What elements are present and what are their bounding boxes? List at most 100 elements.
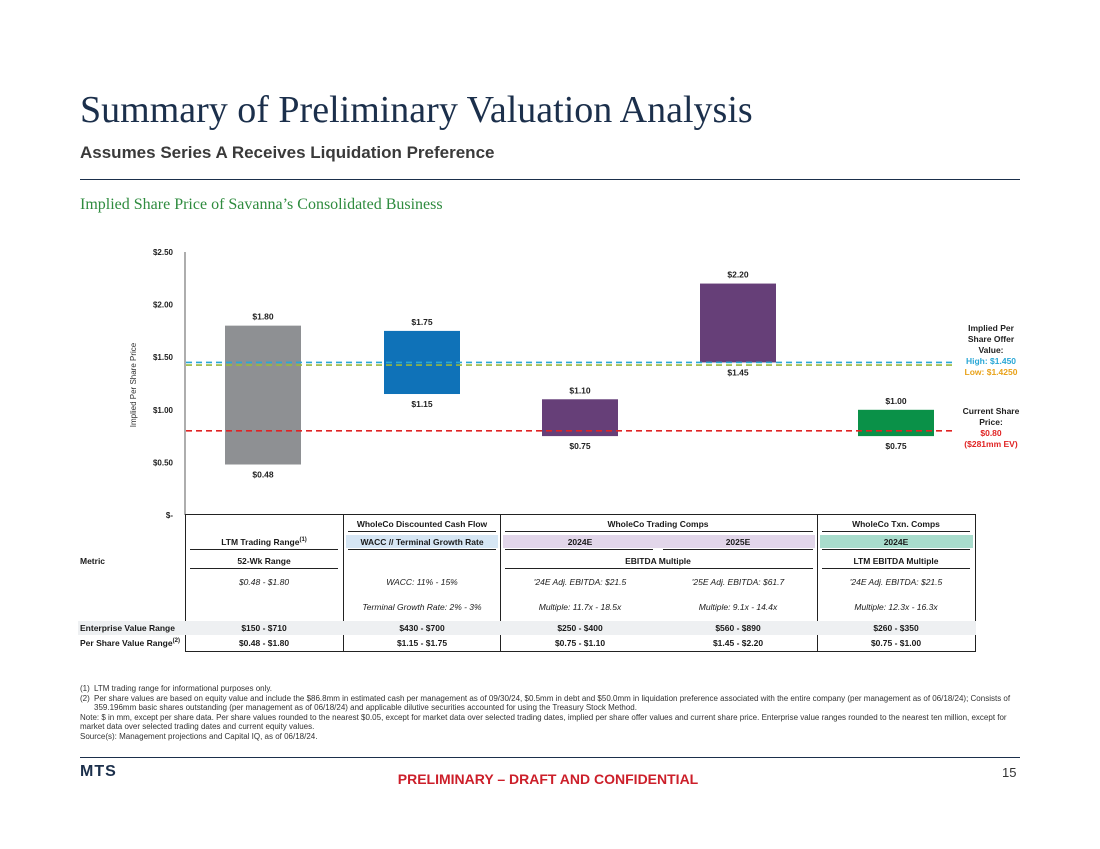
offer-low-value: Low: $1.4250: [964, 367, 1018, 377]
footer-divider: [80, 757, 1020, 758]
range-bar: [700, 283, 776, 363]
metric-trading: EBITDA Multiple: [625, 556, 691, 566]
reference-lines: [186, 361, 952, 432]
bar-high-label: $1.10: [569, 385, 591, 395]
metric-txn: LTM EBITDA Multiple: [853, 556, 939, 566]
y-tick-label: $0.50: [153, 458, 174, 467]
detail-2025-ebitda: '25E Adj. EBITDA: $61.7: [691, 577, 785, 587]
row-label-per-share: Per Share Value Range(2): [80, 638, 180, 648]
bar-group: [225, 283, 934, 465]
subheader-underline-ltm: [190, 549, 338, 550]
page-number: 15: [1002, 765, 1017, 780]
ev-ltm: $150 - $710: [241, 623, 287, 633]
subheader-2025e: 2025E: [725, 537, 751, 547]
bar-low-label: $0.75: [569, 441, 591, 451]
footnote-ref-2: (2): [172, 638, 180, 645]
y-tick-label: $2.50: [153, 248, 174, 257]
metric-underline-trading: [505, 568, 813, 569]
table-border-left: [185, 514, 186, 651]
y-tick-label: $1.00: [153, 406, 174, 415]
ev-txn: $260 - $350: [873, 623, 919, 633]
detail-dcf-wacc: WACC: 11% - 15%: [386, 577, 458, 587]
footnote-1: (1) LTM trading range for informational …: [80, 684, 273, 693]
detail-txn-multiple: Multiple: 12.3x - 16.3x: [854, 602, 938, 612]
detail-2024-ebitda: '24E Adj. EBITDA: $21.5: [533, 577, 627, 587]
subheader-underline-2025: [663, 549, 813, 550]
section-title: Implied Share Price of Savanna’s Consoli…: [80, 196, 443, 213]
offer-note-line2: Share Offer: [967, 334, 1015, 344]
subheader-underline-dcf: [348, 549, 496, 550]
footnote-2: (2) Per share values are based on equity…: [80, 693, 1011, 713]
y-tick-label: $-: [166, 511, 173, 520]
table-divider-3: [817, 514, 818, 651]
band-txn: [820, 535, 973, 548]
y-tick-label: $2.00: [153, 301, 174, 310]
y-tick-label: $1.50: [153, 353, 174, 362]
bar-labels: $1.80 $0.48 $1.75 $1.15 $1.10 $0.75 $2.20 $1.45…: [252, 270, 907, 480]
table-border-right: [975, 514, 976, 651]
detail-2025-multiple: Multiple: 9.1x - 14.4x: [698, 602, 778, 612]
bar-low-label: $1.15: [411, 399, 433, 409]
group-dcf: WholeCo Discounted Cash Flow: [356, 519, 488, 529]
footnote-note: Note: $ in mm, except per share data. Pe…: [80, 712, 1007, 732]
ps-dcf: $1.15 - $1.75: [396, 638, 448, 648]
ps-2025: $1.45 - $2.20: [712, 638, 764, 648]
company-logo: MTS: [80, 763, 117, 780]
group-trading-comps: WholeCo Trading Comps: [607, 519, 709, 529]
group-txn-comps: WholeCo Txn. Comps: [852, 519, 940, 529]
current-price-value: $0.80: [980, 428, 1002, 438]
ps-2024: $0.75 - $1.10: [554, 638, 606, 648]
band-trading: [503, 535, 815, 548]
bar-high-label: $1.00: [885, 396, 907, 406]
table-border-top: [185, 514, 976, 515]
table-divider-1: [343, 514, 344, 651]
range-bar: [542, 399, 618, 437]
ev-dcf: $430 - $700: [399, 623, 445, 633]
bar-low-label: $0.75: [885, 441, 907, 451]
band-dcf: [346, 535, 498, 548]
bar-high-label: $2.20: [727, 270, 749, 280]
ev-row-band: [78, 621, 976, 635]
footnotes: (1) LTM trading range for informational …: [80, 684, 1020, 742]
bar-high-label: $1.75: [411, 317, 433, 327]
ev-2025: $560 - $890: [715, 623, 761, 633]
metric-underline-ltm: [190, 568, 338, 569]
bar-low-label: $1.45: [727, 367, 749, 377]
group-underline-trading: [505, 531, 813, 532]
footnote-ref-1: (1): [299, 537, 307, 544]
ev-2024: $250 - $400: [557, 623, 603, 633]
current-ev-value: ($281mm EV): [964, 439, 1018, 449]
y-axis-label: Implied Per Share Price: [129, 342, 138, 427]
group-underline-txn: [822, 531, 970, 532]
subheader-dcf: WACC // Terminal Growth Rate: [360, 537, 484, 547]
table-divider-2: [500, 514, 501, 651]
confidential-banner: PRELIMINARY – DRAFT AND CONFIDENTIAL: [397, 771, 699, 787]
table-border-bottom: [185, 651, 976, 652]
footnote-source: Source(s): Management projections and Ca…: [80, 731, 318, 741]
subheader-underline-txn: [822, 549, 970, 550]
offer-high-value: High: $1.450: [965, 356, 1017, 366]
range-bar: [858, 409, 934, 437]
ps-ltm: $0.48 - $1.80: [238, 638, 290, 648]
subheader-ltm: LTM Trading Range(1): [221, 537, 307, 547]
subheader-2024e: 2024E: [567, 537, 593, 547]
y-axis: $- $0.50 $1.00 $1.50 $2.00 $2.50: [153, 248, 186, 520]
detail-txn-ebitda: '24E Adj. EBITDA: $21.5: [849, 577, 943, 587]
subheader-txn-2024e: 2024E: [883, 537, 909, 547]
page-title: Summary of Preliminary Valuation Analysi…: [80, 89, 753, 131]
metric-underline-txn: [822, 568, 970, 569]
current-price-note: Current Share Price: $0.80 ($281mm EV): [944, 406, 1038, 450]
group-underline-dcf: [348, 531, 496, 532]
offer-value-note: Implied Per Share Offer Value: High: $1.…: [944, 323, 1038, 378]
metric-ltm: 52-Wk Range: [237, 556, 291, 566]
detail-ltm: $0.48 - $1.80: [238, 577, 290, 587]
header-divider: [80, 179, 1020, 180]
current-note-line1: Current Share: [962, 406, 1020, 416]
page-subtitle: Assumes Series A Receives Liquidation Pr…: [80, 143, 495, 162]
range-bar: [225, 325, 301, 465]
subheader-underline-2024: [505, 549, 653, 550]
row-label-metric: Metric: [80, 556, 106, 566]
detail-2024-multiple: Multiple: 11.7x - 18.5x: [538, 602, 622, 612]
bar-low-label: $0.48: [252, 470, 274, 480]
